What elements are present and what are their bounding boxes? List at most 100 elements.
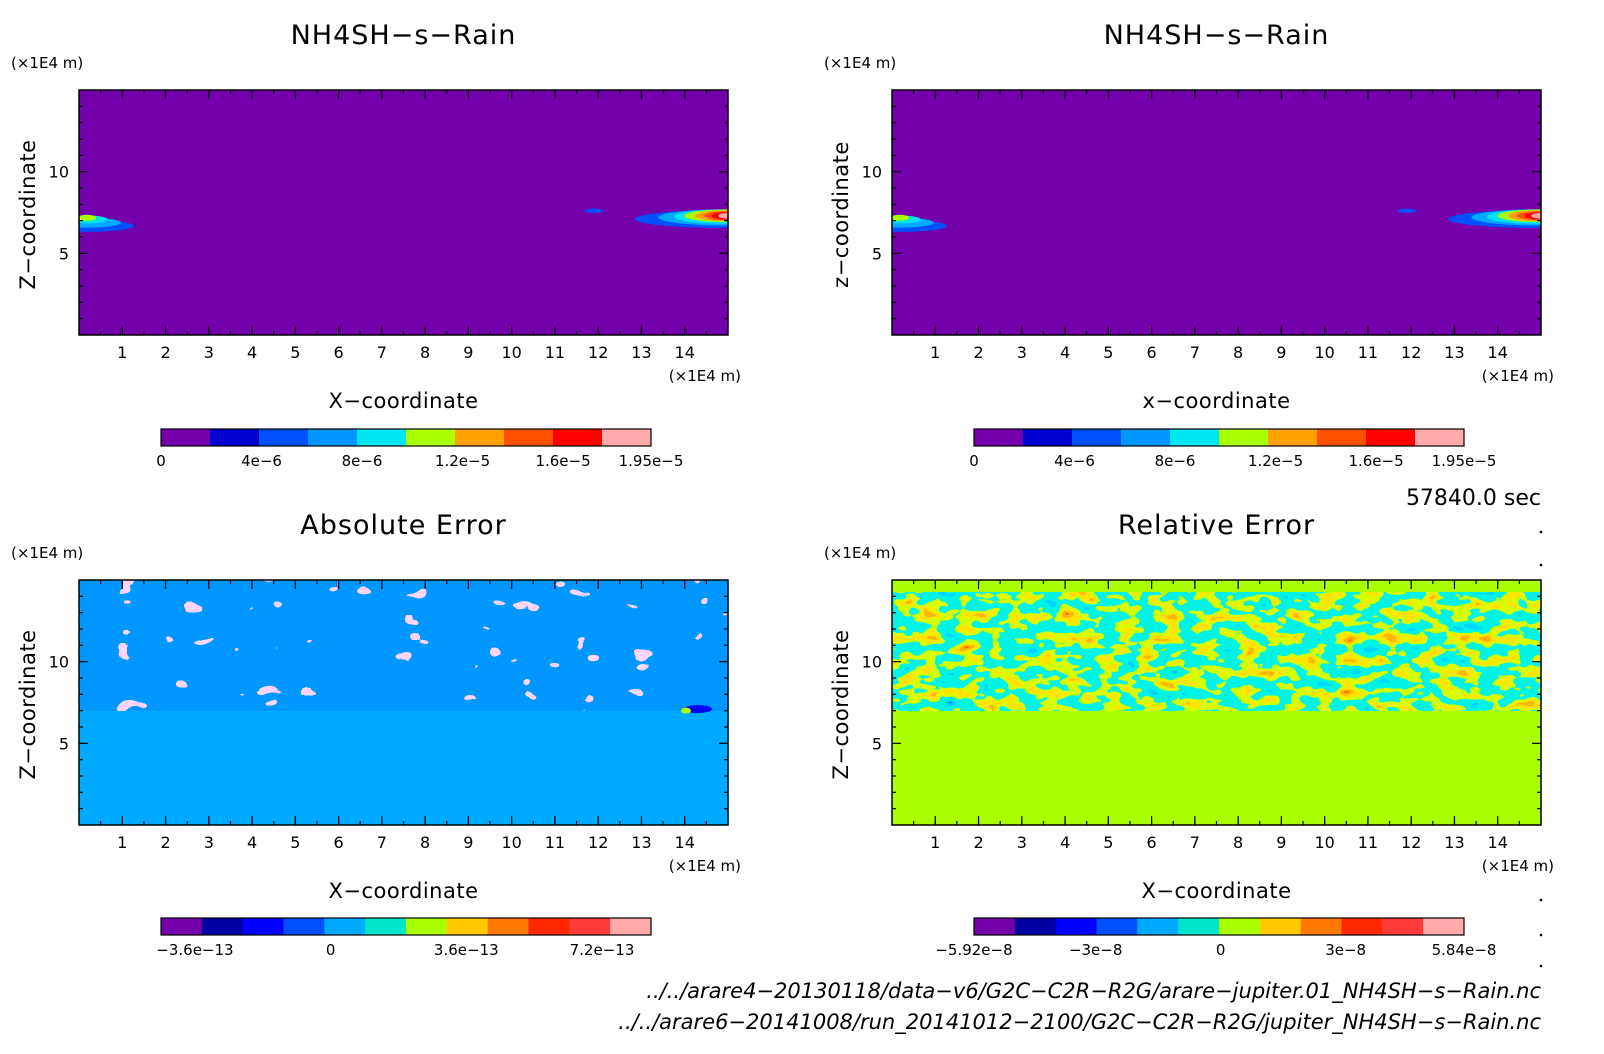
colorbar-tick-label: 8e−6 xyxy=(342,452,383,470)
colorbar-tick-label: 1.6e−5 xyxy=(1348,452,1403,470)
x-tick-label: 12 xyxy=(588,343,608,362)
x-tick-label: 12 xyxy=(1401,343,1421,362)
colorbar-swatch xyxy=(1382,918,1424,935)
margin-dot xyxy=(1539,964,1543,968)
file-path: ../../arare6−20141008/run_20141012−2100/… xyxy=(618,1010,1541,1035)
rain-patch-left xyxy=(79,214,97,221)
colorbar-frame xyxy=(973,428,1465,447)
colorbar-tick-label: −3e−8 xyxy=(1069,941,1122,959)
colorbar-swatch xyxy=(610,918,652,935)
colorbar-tick-label: −3.6e−13 xyxy=(156,941,233,959)
colorbar-swatch xyxy=(259,429,309,446)
colorbar-swatch xyxy=(324,918,366,935)
x-tick-label: 14 xyxy=(675,833,695,852)
colorbar-frame xyxy=(160,917,652,936)
colorbar-tick-label: 1.6e−5 xyxy=(535,452,590,470)
y-unit-label: (×1E4 m) xyxy=(824,544,896,562)
colorbar: 0 4e−6 8e−6 1.2e−5 1.6e−5 1.95e−5 xyxy=(969,428,1496,470)
y-unit-label: (×1E4 m) xyxy=(11,544,83,562)
margin-dot xyxy=(1539,933,1543,937)
x-tick-label: 3 xyxy=(204,833,214,852)
x-tick-label: 11 xyxy=(545,343,565,362)
y-tick-label: 10 xyxy=(862,653,882,672)
colorbar-swatch xyxy=(1219,429,1269,446)
x-tick-label: 10 xyxy=(501,343,521,362)
colorbar-swatch xyxy=(406,429,456,446)
colorbar-swatch xyxy=(357,429,407,446)
x-tick-label: 2 xyxy=(973,833,983,852)
chart-title: Absolute Error xyxy=(300,510,506,541)
x-tick-label: 6 xyxy=(1147,833,1157,852)
field-p1 xyxy=(79,90,728,335)
x-unit-label: (×1E4 m) xyxy=(669,367,741,385)
x-tick-label: 8 xyxy=(1233,833,1243,852)
colorbar-tick-label: 0 xyxy=(1216,941,1226,959)
colorbar-swatch xyxy=(487,918,529,935)
field-p2 xyxy=(892,90,1541,335)
x-tick-label: 3 xyxy=(1017,343,1027,362)
y-axis-label: Z−coordinate xyxy=(829,630,853,780)
colorbar-swatch xyxy=(569,918,611,935)
x-tick-label: 7 xyxy=(1190,833,1200,852)
colorbar-tick-label: 1.2e−5 xyxy=(1248,452,1303,470)
x-tick-label: 7 xyxy=(377,833,387,852)
x-tick-label: 14 xyxy=(675,343,695,362)
y-tick-label: 5 xyxy=(59,244,69,263)
x-tick-label: 14 xyxy=(1488,833,1508,852)
rain-patch-right xyxy=(1531,213,1541,219)
colorbar-swatch xyxy=(974,429,1024,446)
x-tick-label: 9 xyxy=(463,833,473,852)
colorbar-swatch xyxy=(528,918,570,935)
colorbar-swatch xyxy=(455,429,505,446)
field-p3 xyxy=(79,580,728,825)
chart-title: Relative Error xyxy=(1118,510,1315,541)
rain-patch-left xyxy=(892,214,910,221)
colorbar-swatch xyxy=(1137,918,1179,935)
colorbar-swatch xyxy=(1341,918,1383,935)
x-tick-label: 10 xyxy=(501,833,521,852)
colorbar-tick-label: 1.95e−5 xyxy=(619,452,684,470)
panel-p2: 1 2 3 4 5 6 7 8 9 10 11 12 13 14510NH4SH−s−Rainx−coor… xyxy=(824,20,1554,470)
colorbar: −3.6e−13 0 3.6e−13 7.2e−13 xyxy=(156,917,652,959)
colorbar-tick-label: −5.92e−8 xyxy=(935,941,1012,959)
y-axis-label: Z−coordinate xyxy=(16,630,40,780)
colorbar-tick-label: 4e−6 xyxy=(241,452,282,470)
y-tick-label: 10 xyxy=(49,653,69,672)
tick-marks xyxy=(892,90,1541,335)
colorbar-tick-label: 3.6e−13 xyxy=(434,941,499,959)
colorbar-swatch xyxy=(1014,918,1057,935)
x-tick-label: 4 xyxy=(1060,343,1070,362)
x-unit-label: (×1E4 m) xyxy=(669,857,741,875)
x-tick-label: 8 xyxy=(1233,343,1243,362)
error-spot xyxy=(681,707,691,714)
x-tick-label: 8 xyxy=(420,833,430,852)
margin-dot xyxy=(1539,563,1543,567)
x-tick-label: 14 xyxy=(1488,343,1508,362)
noise-band xyxy=(892,592,1541,711)
noise-band xyxy=(79,580,728,711)
colorbar-frame xyxy=(160,428,652,447)
colorbar-swatch xyxy=(161,429,211,446)
colorbar-tick-label: 4e−6 xyxy=(1054,452,1095,470)
x-axis-label: X−coordinate xyxy=(329,389,479,413)
x-tick-label: 1 xyxy=(930,833,940,852)
colorbar-swatch xyxy=(1023,429,1073,446)
x-axis-label: X−coordinate xyxy=(329,879,479,903)
colorbar-swatch xyxy=(201,918,244,935)
x-tick-label: 4 xyxy=(247,343,257,362)
field-background xyxy=(892,90,1541,335)
x-tick-label: 4 xyxy=(1060,833,1070,852)
x-tick-label: 5 xyxy=(290,833,300,852)
x-tick-label: 12 xyxy=(588,833,608,852)
x-tick-label: 5 xyxy=(290,343,300,362)
colorbar-swatch xyxy=(210,429,260,446)
x-tick-label: 13 xyxy=(1444,833,1464,852)
y-axis-label: Z−coordinate xyxy=(16,140,40,290)
x-tick-label: 13 xyxy=(1444,343,1464,362)
x-tick-label: 5 xyxy=(1103,343,1113,362)
colorbar: −5.92e−8 −3e−8 0 3e−8 5.84e−8 xyxy=(935,917,1496,959)
margin-dot xyxy=(1539,898,1543,902)
colorbar-frame xyxy=(973,917,1465,936)
